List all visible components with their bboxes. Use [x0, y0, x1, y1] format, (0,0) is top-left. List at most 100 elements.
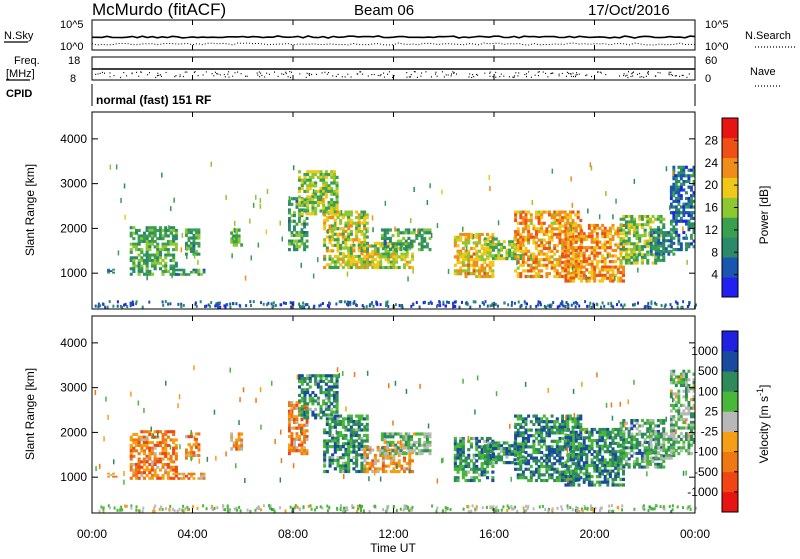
heatmap-cell	[198, 237, 201, 240]
nave-mark	[359, 71, 360, 72]
heatmap-cell	[360, 462, 363, 465]
heatmap-cell	[633, 259, 636, 262]
heatmap-cell	[553, 244, 556, 247]
heatmap-cell	[551, 451, 554, 454]
heatmap-cell	[303, 432, 306, 435]
heatmap-cell	[130, 234, 133, 237]
heatmap-cell	[583, 252, 586, 255]
heatmap-cell	[572, 279, 575, 282]
heatmap-cell	[162, 466, 165, 469]
heatmap-cell	[325, 190, 328, 193]
heatmap-cell	[386, 435, 389, 438]
heatmap-cell	[195, 231, 198, 234]
heatmap-cell	[601, 428, 604, 431]
heatmap-cell	[384, 438, 387, 441]
heatmap-cell	[486, 233, 489, 236]
heatmap-cell	[644, 256, 647, 259]
heatmap-cell	[398, 255, 401, 258]
heatmap-cell	[465, 473, 468, 476]
heatmap-cell	[336, 195, 339, 198]
heatmap-cell	[682, 205, 685, 208]
heatmap-cell	[619, 483, 622, 486]
heatmap-cell	[588, 257, 591, 260]
heatmap-cell	[545, 420, 548, 423]
heatmap-cell	[570, 257, 573, 260]
heatmap-cell	[214, 305, 216, 308]
heatmap-cell	[475, 264, 478, 267]
heatmap-cell	[585, 467, 588, 470]
heatmap-cell	[543, 473, 546, 476]
heatmap-cell	[334, 445, 337, 448]
heatmap-cell	[454, 269, 457, 272]
heatmap-cell	[614, 450, 617, 453]
heatmap-cell	[527, 250, 530, 253]
heatmap-cell	[392, 444, 395, 447]
heatmap-cell	[253, 300, 255, 303]
heatmap-cell	[564, 216, 567, 219]
heatmap-cell	[293, 444, 296, 447]
heatmap-cell	[371, 459, 374, 462]
heatmap-cell	[317, 201, 320, 204]
heatmap-cell	[164, 469, 167, 472]
heatmap-cell	[548, 250, 551, 253]
heatmap-cell	[291, 242, 294, 245]
heatmap-cell	[302, 305, 304, 308]
heatmap-cell	[154, 452, 157, 455]
heatmap-cell	[190, 228, 193, 231]
heatmap-cell	[413, 228, 416, 231]
heatmap-cell	[487, 444, 490, 447]
heatmap-cell	[347, 451, 350, 454]
heatmap-cell	[426, 435, 429, 438]
heatmap-cell	[680, 166, 683, 169]
heatmap-cell	[408, 454, 411, 457]
heatmap-cell	[564, 263, 567, 266]
heatmap-cell	[454, 479, 457, 482]
heatmap-cell	[162, 270, 165, 273]
heatmap-cell	[175, 469, 178, 472]
heatmap-cell	[517, 247, 520, 250]
heatmap-cell	[545, 267, 548, 270]
heatmap-cell	[680, 169, 683, 172]
heatmap-cell	[298, 408, 301, 411]
heatmap-cell	[293, 234, 296, 237]
heatmap-cell	[381, 228, 384, 231]
heatmap-cell	[132, 463, 135, 466]
heatmap-cell	[572, 219, 575, 222]
heatmap-cell	[535, 471, 538, 474]
nave-mark	[237, 72, 238, 73]
heatmap-cell	[572, 450, 575, 453]
heatmap-cell	[140, 256, 143, 259]
heatmap-cell	[309, 385, 312, 388]
heatmap-cell	[570, 263, 573, 266]
heatmap-cell	[462, 440, 465, 443]
heatmap-cell	[606, 232, 609, 235]
heatmap-cell	[411, 255, 414, 258]
heatmap-cell	[580, 458, 583, 461]
heatmap-cell	[151, 452, 154, 455]
heatmap-cell	[564, 246, 567, 249]
heatmap-cell	[313, 306, 315, 309]
heatmap-cell	[601, 257, 604, 260]
heatmap-cell	[478, 236, 481, 239]
heatmap-cell	[552, 169, 554, 174]
heatmap-cell	[514, 423, 517, 426]
heatmap-cell	[567, 249, 570, 252]
heatmap-cell	[410, 446, 413, 449]
heatmap-cell	[670, 191, 673, 194]
heatmap-cell	[428, 302, 430, 305]
nave-mark	[374, 74, 375, 75]
heatmap-cell	[156, 458, 159, 461]
heatmap-cell	[532, 255, 535, 258]
heatmap-cell	[371, 255, 374, 258]
heatmap-cell	[633, 229, 636, 232]
heatmap-cell	[543, 426, 546, 429]
heatmap-cell	[360, 470, 363, 473]
heatmap-cell	[320, 170, 323, 173]
nave-mark	[414, 71, 415, 72]
heatmap-cell	[497, 257, 500, 260]
heatmap-cell	[260, 204, 262, 209]
heatmap-cell	[143, 273, 146, 276]
heatmap-cell	[366, 266, 369, 269]
heatmap-cell	[306, 204, 309, 207]
heatmap-cell	[240, 447, 243, 450]
